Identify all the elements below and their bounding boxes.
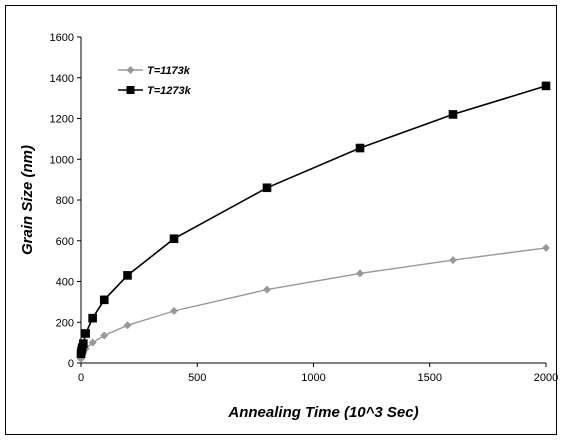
legend-label: T=1173k <box>147 65 191 77</box>
y-tick-label: 800 <box>56 195 74 207</box>
y-tick-label: 1000 <box>50 154 74 166</box>
data-point-diamond <box>100 331 109 340</box>
legend-item: T=1173k <box>118 65 191 77</box>
data-point-square <box>541 81 551 91</box>
data-point-square <box>448 110 458 119</box>
data-point-diamond <box>542 243 550 252</box>
y-tick-label: 200 <box>56 317 74 329</box>
y-tick-label: 1400 <box>50 73 74 85</box>
data-point-diamond <box>88 338 97 347</box>
series-2 <box>76 81 551 359</box>
data-point-square <box>262 183 272 193</box>
legend: T=1173k T=1273k <box>118 65 192 97</box>
figure-frame: 0 200 400 600 800 1000 1200 1400 1600 0 500 1000 150… <box>5 5 558 435</box>
chart: 0 200 400 600 800 1000 1200 1400 1600 0 500 1000 150… <box>19 32 558 421</box>
data-point-diamond <box>123 321 132 330</box>
series-1 <box>77 243 550 363</box>
data-point-square <box>355 143 365 153</box>
legend-label: T=1273k <box>147 85 192 97</box>
data-point-diamond <box>170 307 178 316</box>
x-axis-title: Annealing Time (10^3 Sec) <box>227 404 418 421</box>
y-tick-label: 400 <box>56 277 74 289</box>
series-layer <box>76 81 551 363</box>
y-tick-label: 0 <box>68 358 74 370</box>
data-point-square <box>88 313 97 323</box>
x-tick-label: 500 <box>188 372 206 384</box>
series-line <box>80 247 547 360</box>
ticks: 0 200 400 600 800 1000 1200 1400 1600 0 500 1000 150… <box>50 32 558 384</box>
data-point-diamond <box>126 66 135 74</box>
x-tick-label: 0 <box>78 372 84 384</box>
data-point-square <box>123 271 132 280</box>
x-tick-label: 1000 <box>301 372 325 384</box>
y-tick-label: 1600 <box>50 32 74 44</box>
data-point-square <box>169 234 179 244</box>
y-tick-label: 600 <box>56 236 74 248</box>
data-point-square <box>99 295 109 305</box>
x-tick-label: 2000 <box>534 372 558 384</box>
y-tick-label: 1200 <box>50 114 74 126</box>
data-point-diamond <box>263 285 271 294</box>
data-point-square <box>79 339 88 348</box>
data-point-diamond <box>356 269 364 278</box>
data-point-diamond <box>449 256 457 265</box>
y-axis-title: Grain Size (nm) <box>19 145 36 255</box>
x-tick-label: 1500 <box>418 372 442 384</box>
data-point-square <box>81 329 90 338</box>
series-line <box>80 85 547 354</box>
data-point-square <box>126 86 135 94</box>
legend-item: T=1273k <box>118 85 192 97</box>
